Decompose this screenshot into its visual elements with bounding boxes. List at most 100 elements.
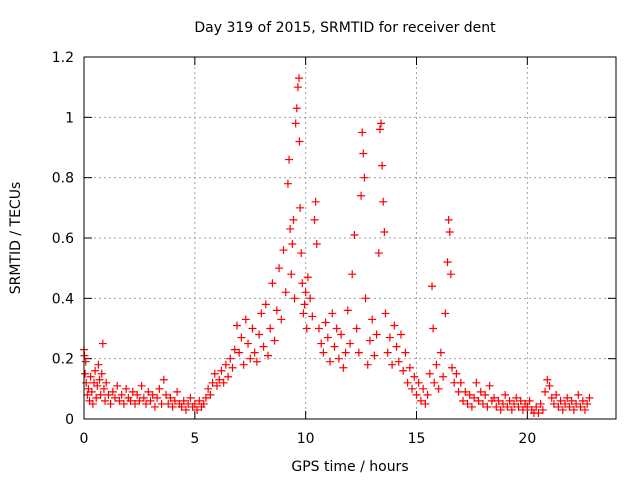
data-point (193, 405, 202, 414)
data-point (388, 360, 397, 369)
data-point (543, 375, 552, 384)
data-point (408, 384, 417, 393)
data-point (428, 282, 437, 291)
data-point (246, 354, 255, 363)
data-point (108, 387, 117, 396)
data-point (377, 119, 386, 128)
data-point (300, 300, 309, 309)
data-point (532, 402, 541, 411)
data-point (130, 399, 139, 408)
data-point (306, 294, 315, 303)
data-point (507, 405, 516, 414)
data-point (490, 393, 499, 402)
data-point (241, 315, 250, 324)
data-point (291, 119, 300, 128)
data-point (339, 363, 348, 372)
y-tick-label: 0 (65, 412, 74, 428)
data-point (443, 258, 452, 267)
data-point (88, 399, 97, 408)
data-point (146, 396, 155, 405)
x-tick-label: 0 (80, 431, 89, 447)
data-point (150, 402, 159, 411)
data-point (405, 363, 414, 372)
data-point (221, 360, 230, 369)
data-point (534, 408, 543, 417)
data-point (392, 342, 401, 351)
data-point (289, 215, 298, 224)
data-point (554, 402, 563, 411)
data-point (295, 137, 304, 146)
data-point (319, 348, 328, 357)
data-point (563, 393, 572, 402)
data-point (266, 324, 275, 333)
data-point (135, 396, 144, 405)
data-point (360, 173, 369, 182)
data-point (126, 396, 135, 405)
data-point (549, 399, 558, 408)
data-point (419, 384, 428, 393)
data-point (261, 300, 270, 309)
data-point (545, 381, 554, 390)
data-point (153, 393, 162, 402)
data-point (346, 339, 354, 348)
data-point (321, 318, 330, 327)
data-point (81, 357, 90, 366)
data-point (403, 378, 412, 387)
x-tick-label: 5 (190, 431, 199, 447)
data-point (358, 128, 367, 137)
data-point (379, 197, 388, 206)
data-point (224, 372, 233, 381)
data-point (444, 215, 453, 224)
data-point (352, 324, 361, 333)
data-point (259, 342, 268, 351)
data-point (102, 378, 111, 387)
data-point (483, 402, 492, 411)
data-point (558, 405, 567, 414)
data-point (99, 384, 108, 393)
data-point (244, 339, 253, 348)
data-point (295, 74, 304, 83)
data-point (206, 390, 215, 399)
data-point (565, 402, 574, 411)
data-point (445, 227, 454, 236)
data-point (237, 333, 246, 342)
data-point (83, 390, 92, 399)
data-point (310, 215, 319, 224)
data-point (303, 273, 312, 282)
data-point (330, 342, 339, 351)
data-point (199, 399, 208, 408)
data-point (113, 381, 122, 390)
data-point (101, 396, 110, 405)
data-point (538, 405, 547, 414)
data-point (164, 399, 173, 408)
data-point (436, 348, 445, 357)
data-point (561, 399, 570, 408)
data-point (410, 372, 419, 381)
data-point (472, 378, 481, 387)
data-point (496, 405, 505, 414)
data-point (326, 357, 335, 366)
data-points (80, 74, 594, 417)
data-point (378, 161, 387, 170)
data-point (201, 393, 210, 402)
data-point (128, 387, 137, 396)
y-axis-label: SRMTID / TECUs (8, 182, 24, 295)
data-point (270, 336, 279, 345)
data-point (429, 324, 438, 333)
data-point (133, 390, 142, 399)
data-point (380, 227, 389, 236)
data-point (97, 369, 106, 378)
data-point (142, 399, 151, 408)
data-point (144, 387, 153, 396)
data-point (281, 288, 290, 297)
data-point (317, 339, 326, 348)
data-point (257, 309, 266, 318)
data-point (430, 378, 439, 387)
data-point (179, 396, 188, 405)
data-point (81, 369, 90, 378)
x-tick-label: 20 (518, 431, 536, 447)
data-point (525, 396, 534, 405)
data-point (552, 390, 561, 399)
data-point (501, 390, 510, 399)
